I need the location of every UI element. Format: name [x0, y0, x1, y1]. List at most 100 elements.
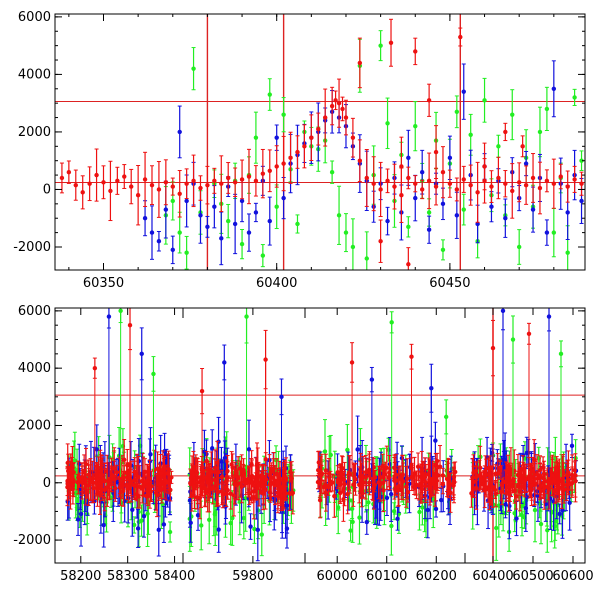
data-point: [389, 524, 393, 528]
data-point: [503, 182, 507, 186]
data-point: [341, 488, 345, 492]
data-point: [94, 173, 98, 177]
data-point: [330, 170, 334, 174]
x-tick-label: 60400: [256, 276, 297, 291]
data-point: [328, 482, 332, 486]
data-point: [247, 174, 251, 178]
data-point: [323, 115, 327, 119]
data-point: [200, 482, 204, 486]
data-point: [261, 171, 265, 175]
data-point: [455, 187, 459, 191]
data-point: [579, 182, 583, 186]
data-point: [69, 467, 73, 471]
data-point: [385, 496, 389, 500]
data-point: [159, 471, 163, 475]
data-point: [274, 135, 278, 139]
data-point: [260, 484, 264, 488]
data-point: [281, 112, 285, 116]
data-point: [178, 192, 182, 196]
data-point: [163, 478, 167, 482]
data-point: [385, 121, 389, 125]
data-point: [417, 483, 421, 487]
data-point: [567, 501, 571, 505]
data-point: [552, 87, 556, 91]
data-point: [122, 458, 126, 462]
data-point: [247, 230, 251, 234]
data-point: [399, 164, 403, 168]
data-point: [215, 482, 219, 486]
data-point: [121, 489, 125, 493]
data-point: [318, 498, 322, 502]
data-point: [209, 469, 213, 473]
data-point: [148, 452, 152, 456]
data-point: [392, 184, 396, 188]
x-tick-label: 60100: [366, 569, 407, 584]
data-point: [434, 507, 438, 511]
data-point: [171, 184, 175, 188]
data-point: [225, 475, 229, 479]
data-point: [385, 179, 389, 183]
data-point: [565, 251, 569, 255]
data-point: [387, 470, 391, 474]
segment-2: 59800: [183, 290, 295, 584]
data-point: [468, 133, 472, 137]
data-point: [514, 516, 518, 520]
data-point: [413, 196, 417, 200]
data-point: [389, 41, 393, 45]
data-point: [136, 526, 140, 530]
data-point: [168, 530, 172, 534]
data-point: [377, 490, 381, 494]
data-point: [87, 182, 91, 186]
data-point: [474, 469, 478, 473]
data-point: [82, 470, 86, 474]
data-point: [324, 490, 328, 494]
data-point: [355, 447, 359, 451]
data-point: [268, 92, 272, 96]
data-point: [565, 184, 569, 188]
data-point: [205, 488, 209, 492]
data-point: [232, 482, 236, 486]
data-point: [205, 183, 209, 187]
data-point: [365, 256, 369, 260]
data-point: [478, 466, 482, 470]
data-point: [348, 528, 352, 532]
data-point: [120, 483, 124, 487]
data-point: [248, 524, 252, 528]
data-point: [102, 523, 106, 527]
data-point: [281, 196, 285, 200]
data-point: [433, 438, 437, 442]
data-point: [392, 509, 396, 513]
data-point: [531, 207, 535, 211]
data-point: [376, 480, 380, 484]
data-point: [198, 213, 202, 217]
data-point: [347, 471, 351, 475]
data-point: [284, 476, 288, 480]
data-point: [226, 219, 230, 223]
data-point: [76, 517, 80, 521]
data-point: [207, 518, 211, 522]
data-point: [316, 127, 320, 131]
data-point: [162, 522, 166, 526]
data-point: [427, 98, 431, 102]
data-point: [420, 505, 424, 509]
data-point: [545, 528, 549, 532]
data-point: [244, 481, 248, 485]
data-point: [164, 207, 168, 211]
data-point: [188, 521, 192, 525]
data-point: [417, 510, 421, 514]
data-point: [254, 135, 258, 139]
data-point: [136, 475, 140, 479]
data-point: [212, 179, 216, 183]
data-point: [395, 517, 399, 521]
data-point: [168, 488, 172, 492]
data-point: [344, 230, 348, 234]
data-point: [475, 190, 479, 194]
data-point: [288, 156, 292, 160]
data-point: [413, 182, 417, 186]
data-point: [189, 470, 193, 474]
data-point: [378, 239, 382, 243]
data-point: [427, 179, 431, 183]
